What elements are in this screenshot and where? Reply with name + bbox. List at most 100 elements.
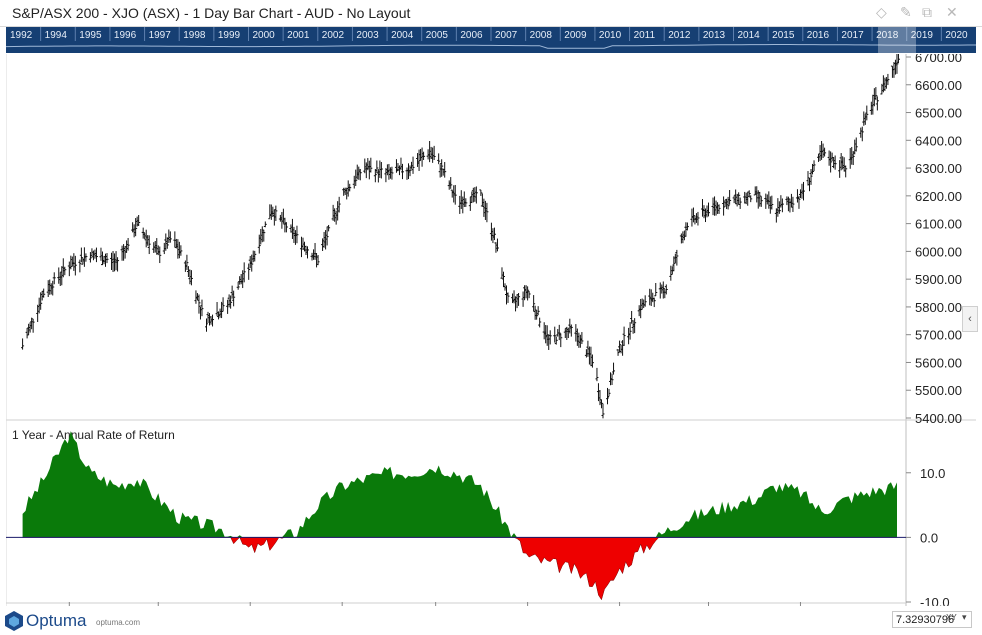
price-bar xyxy=(147,235,151,255)
price-bar xyxy=(325,226,329,246)
price-bar xyxy=(141,227,145,239)
price-bar xyxy=(601,403,605,419)
price-bar xyxy=(548,330,552,345)
price-bar xyxy=(274,205,278,222)
price-bar xyxy=(664,284,668,295)
price-bar xyxy=(327,224,331,232)
price-bar xyxy=(358,168,362,181)
status-bar xyxy=(0,606,982,635)
logo-wordmark: Optuma xyxy=(26,611,87,630)
price-bar xyxy=(554,336,558,345)
price-bar xyxy=(52,272,56,285)
window-titlebar: S&P/ASX 200 - XJO (ASX) - 1 Day Bar Char… xyxy=(0,0,982,27)
y-tick-label: 6400.00 xyxy=(915,133,962,148)
price-bar xyxy=(559,333,563,348)
overview-year-label: 2011 xyxy=(634,30,656,41)
pin-icon[interactable]: ✎ xyxy=(900,4,912,20)
overview-navigator[interactable]: 1992 1994 1995 1996 1997 1998 1999 2000 2001 2002… xyxy=(6,27,976,53)
price-bar xyxy=(51,280,55,296)
price-bar xyxy=(263,221,267,228)
price-bar xyxy=(42,288,46,298)
price-bar xyxy=(474,186,478,204)
price-bar xyxy=(606,387,610,405)
price-bar xyxy=(63,266,67,276)
coordinate-mode[interactable]: XY xyxy=(946,613,957,622)
price-bar xyxy=(437,153,441,165)
price-bar xyxy=(599,399,603,409)
y-tick-label: 5900.00 xyxy=(915,272,962,287)
price-bar xyxy=(749,195,753,203)
overview-year-label: 2001 xyxy=(287,30,310,41)
price-bar xyxy=(535,310,539,320)
overview-year-label: 2006 xyxy=(460,30,483,41)
price-bar xyxy=(865,105,869,121)
price-bar xyxy=(829,151,833,173)
price-bar xyxy=(306,246,310,259)
overview-year-label: 2002 xyxy=(322,30,345,41)
price-bar xyxy=(696,211,700,226)
price-bar xyxy=(179,245,183,256)
price-bar xyxy=(369,157,373,173)
chevron-down-icon[interactable]: ▾ xyxy=(962,612,967,622)
price-bar xyxy=(422,151,426,160)
overview-year-label: 1999 xyxy=(218,30,241,41)
price-bar xyxy=(526,286,530,301)
price-bar xyxy=(137,215,141,226)
overview-year-label: 1996 xyxy=(114,30,137,41)
price-bar xyxy=(185,254,189,270)
price-bar xyxy=(84,253,88,262)
logo-url: optuma.com xyxy=(96,618,141,627)
price-bar xyxy=(116,257,120,272)
close-icon[interactable]: ✕ xyxy=(946,4,958,20)
overview-year-label: 2014 xyxy=(738,30,761,41)
price-bar xyxy=(242,262,246,283)
price-bar xyxy=(94,247,98,263)
price-bar xyxy=(809,168,813,185)
price-bar xyxy=(791,196,795,212)
price-bar xyxy=(590,354,594,368)
price-bar xyxy=(348,183,352,192)
y-tick-label: 5600.00 xyxy=(915,355,962,370)
price-bar xyxy=(532,295,536,312)
collapse-panel-button[interactable]: ‹ xyxy=(962,306,978,332)
overview-year-label: 1998 xyxy=(183,30,206,41)
price-bar xyxy=(639,298,643,319)
price-bar xyxy=(654,282,658,297)
window-title: S&P/ASX 200 - XJO (ASX) - 1 Day Bar Char… xyxy=(12,5,411,21)
coordinate-readout[interactable]: 7.32930796 xyxy=(892,611,972,628)
price-bar xyxy=(811,163,815,175)
price-bar xyxy=(896,53,900,64)
y-tick-label: 5700.00 xyxy=(915,328,962,343)
chart-area[interactable]: 6700.00 6600.00 6500.00 6400.00 6300.00 6200.… xyxy=(5,50,976,623)
price-bar xyxy=(411,156,415,174)
diamond-icon[interactable]: ◇ xyxy=(876,4,887,20)
price-bar xyxy=(707,202,711,217)
price-bar xyxy=(390,166,394,180)
y-tick-label: 6000.00 xyxy=(915,244,962,259)
price-bar xyxy=(247,263,251,280)
price-bar xyxy=(747,190,751,197)
price-bar xyxy=(408,165,412,177)
price-bar xyxy=(262,229,266,242)
price-bar xyxy=(432,145,436,160)
y-tick-label: 6600.00 xyxy=(915,78,962,93)
overview-year-label: 2003 xyxy=(356,30,379,41)
price-bar xyxy=(669,265,673,281)
overview-year-label: 2020 xyxy=(945,30,968,41)
price-bar xyxy=(400,163,404,180)
price-bar xyxy=(607,388,611,398)
price-bar xyxy=(205,318,209,332)
price-bar xyxy=(464,198,468,207)
restore-icon[interactable]: ⧉ xyxy=(922,4,932,20)
price-bar xyxy=(211,314,215,327)
price-bar xyxy=(533,305,537,320)
overview-year-label: 2004 xyxy=(391,30,414,41)
y-tick-label: 5800.00 xyxy=(915,300,962,315)
overview-selection-handle[interactable] xyxy=(878,27,916,53)
indicator-panel-label: 1 Year - Annual Rate of Return xyxy=(12,428,175,442)
y-tick-label: 6700.00 xyxy=(915,54,962,65)
y-tick-label: 5500.00 xyxy=(915,383,962,398)
price-bar xyxy=(253,250,257,262)
price-bar xyxy=(895,53,899,74)
price-bar xyxy=(685,222,689,231)
